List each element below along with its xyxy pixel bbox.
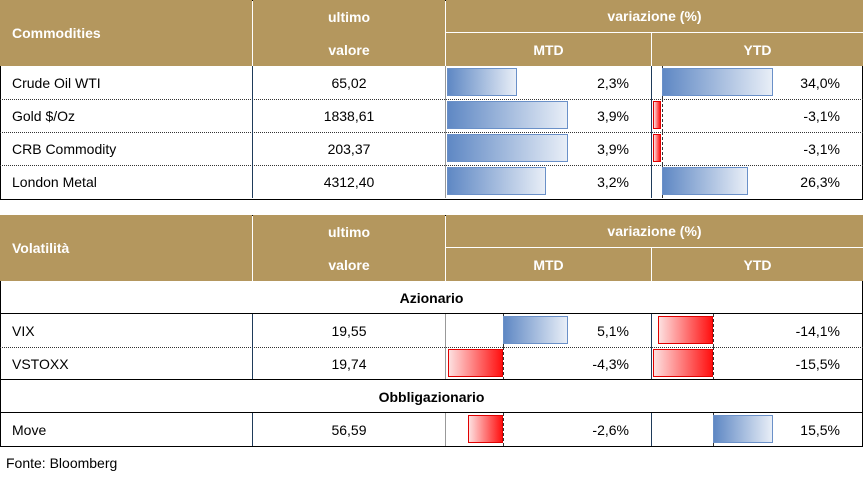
col-divider [252, 66, 253, 99]
header-name: Commodities [0, 0, 252, 66]
row-mtd: 3,9% [597, 107, 629, 124]
col-divider [651, 132, 652, 165]
row-mtd: 5,1% [597, 322, 629, 339]
ytd-axis [713, 314, 714, 347]
ytd-bar [658, 316, 713, 344]
row-value: 65,02 [331, 74, 367, 91]
header-mtd: MTD [446, 248, 651, 281]
ytd-axis [662, 99, 663, 132]
section-title: Azionario [399, 289, 464, 306]
col-divider [651, 413, 652, 446]
row-name: Crude Oil WTI [12, 74, 101, 91]
col-divider [445, 99, 446, 132]
col-divider [252, 314, 253, 347]
mtd-bar [447, 167, 546, 195]
mtd-bar [447, 134, 568, 162]
row-mtd: 2,3% [597, 74, 629, 91]
row-name: Move [12, 421, 47, 438]
col-divider [252, 347, 253, 380]
col-divider [651, 99, 652, 132]
row-value: 19,74 [331, 355, 367, 372]
header-change: variazione (%) [446, 0, 863, 32]
row-name: VSTOXX [12, 355, 69, 372]
col-divider [445, 413, 446, 446]
row-value: 56,59 [331, 421, 367, 438]
row-name: London Metal [12, 173, 97, 190]
mtd-axis [503, 347, 504, 380]
header-divider [445, 247, 863, 248]
row-divider [0, 165, 863, 166]
row-divider [0, 99, 863, 100]
col-divider [651, 165, 652, 198]
row-name: Gold $/Oz [12, 107, 76, 124]
mtd-bar [448, 349, 503, 377]
ytd-bar [713, 415, 773, 443]
row-mtd: 3,9% [597, 140, 629, 157]
row-ytd: 34,0% [800, 74, 840, 91]
col-divider [651, 314, 652, 347]
col-divider [445, 165, 446, 198]
col-divider [445, 347, 446, 380]
ytd-axis [662, 132, 663, 165]
row-value: 203,37 [327, 140, 371, 157]
section-divider [0, 379, 863, 380]
ytd-bar [653, 101, 661, 129]
source-note: Fonte: Bloomberg [6, 455, 118, 471]
row-value: 4312,40 [323, 173, 375, 190]
header-value-top: ultimo [253, 0, 445, 33]
row-name: CRB Commodity [12, 140, 117, 157]
row-ytd: -15,5% [795, 355, 840, 372]
header-value-bottom: valore [253, 33, 445, 66]
col-divider [445, 314, 446, 347]
ytd-axis [713, 347, 714, 380]
section-divider [0, 412, 863, 413]
mtd-bar [447, 68, 517, 96]
ytd-bar [653, 349, 713, 377]
ytd-bar [662, 68, 773, 96]
header-value-bottom: valore [253, 248, 445, 281]
col-divider [445, 66, 446, 99]
ytd-bar [653, 134, 661, 162]
col-divider [445, 132, 446, 165]
col-divider [252, 99, 253, 132]
row-ytd: -3,1% [803, 140, 840, 157]
mtd-bar [503, 316, 568, 344]
row-ytd: 26,3% [800, 173, 840, 190]
row-ytd: -3,1% [803, 107, 840, 124]
section-divider [0, 313, 863, 314]
section-title: Obbligazionario [378, 388, 485, 405]
header-name: Volatilità [0, 215, 252, 281]
header-divider [445, 32, 863, 33]
row-value: 19,55 [331, 322, 367, 339]
row-name: VIX [12, 322, 35, 339]
mtd-bar [468, 415, 503, 443]
row-mtd: 3,2% [597, 173, 629, 190]
mtd-bar [447, 101, 568, 129]
col-divider [651, 66, 652, 99]
header-ytd: YTD [652, 33, 863, 66]
header-mtd: MTD [446, 33, 651, 66]
row-divider [0, 347, 863, 348]
ytd-bar [662, 167, 748, 195]
col-divider [252, 132, 253, 165]
row-ytd: -14,1% [795, 322, 840, 339]
row-ytd: 15,5% [800, 421, 840, 438]
col-divider [252, 413, 253, 446]
header-ytd: YTD [652, 248, 863, 281]
col-divider [651, 347, 652, 380]
row-value: 1838,61 [323, 107, 375, 124]
row-mtd: -4,3% [592, 355, 629, 372]
col-divider [252, 165, 253, 198]
mtd-axis [503, 413, 504, 446]
row-mtd: -2,6% [592, 421, 629, 438]
header-value-top: ultimo [253, 215, 445, 248]
header-change: variazione (%) [446, 215, 863, 247]
row-divider [0, 132, 863, 133]
